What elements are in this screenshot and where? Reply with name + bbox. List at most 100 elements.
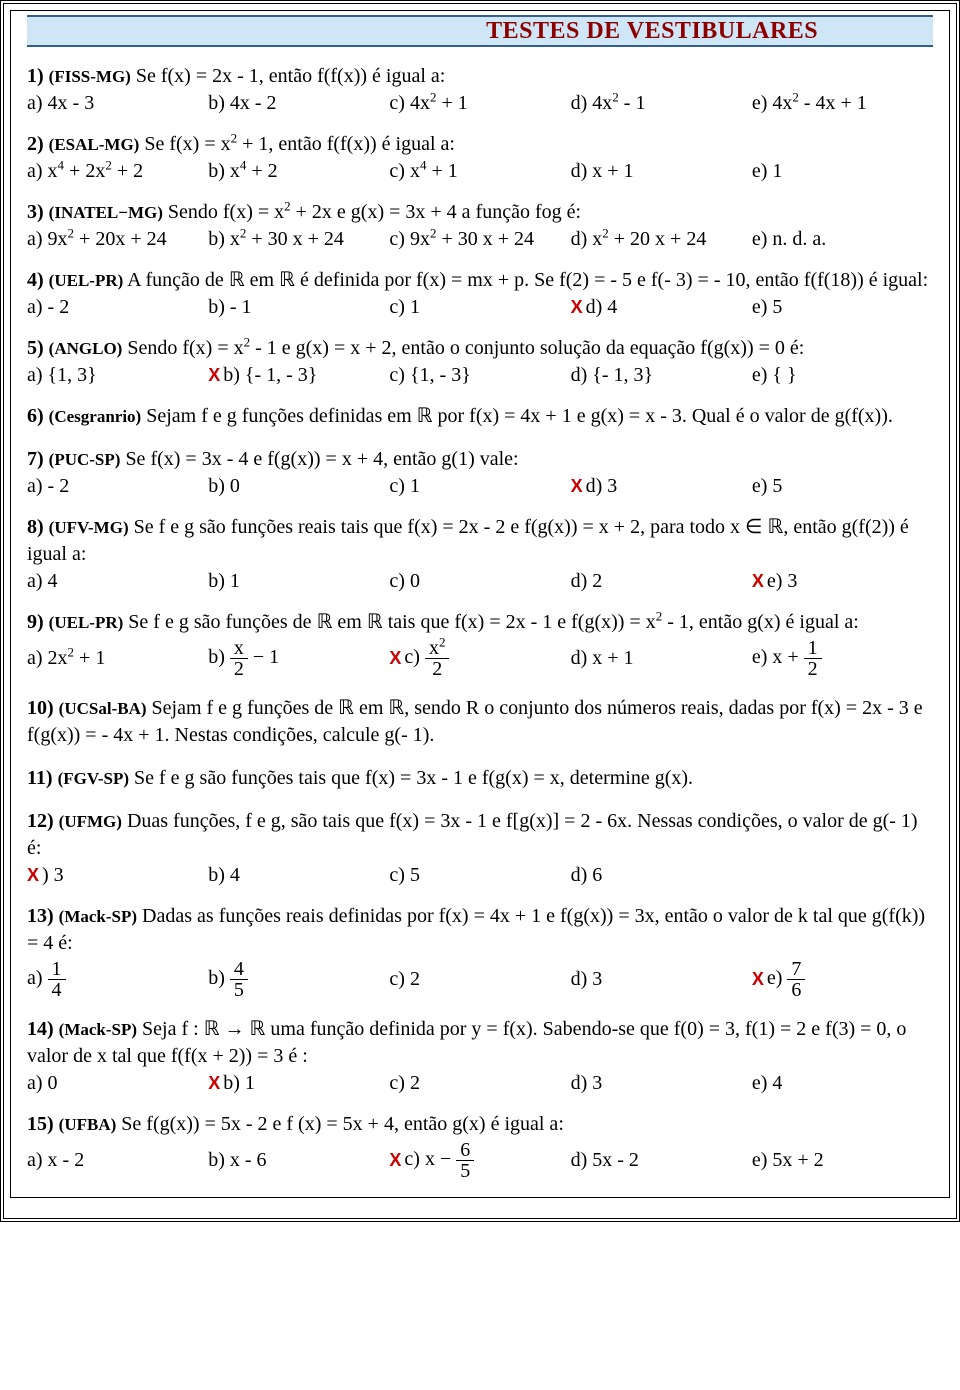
question-stem: Se f(x) = x2 + 1, então f(f(x)) é igual … [139, 133, 455, 155]
options-row: a) - 2b) - 1c) 1Xd) 4e) 5 [27, 296, 933, 319]
option: a) x - 2 [27, 1140, 208, 1181]
options-row: X) 3b) 4c) 5d) 6 [27, 864, 933, 887]
option: e) 4 [752, 1072, 933, 1095]
option: c) 1 [389, 296, 570, 319]
option: c) 9x2 + 30 x + 24 [389, 228, 570, 251]
answer-mark: X [208, 365, 220, 386]
option: d) 2 [571, 570, 752, 593]
question-source: (Mack-SP) [59, 907, 137, 926]
page-title: TESTES DE VESTIBULARES [371, 16, 933, 46]
option: b) x4 + 2 [208, 160, 389, 183]
option: Xd) 3 [571, 475, 752, 498]
question-source: (Mack-SP) [59, 1020, 137, 1039]
question: 10) (UCSal-BA) Sejam f e g funções de ℝ … [27, 695, 933, 749]
answer-mark: X [389, 1150, 401, 1171]
question-source: (UEL-PR) [49, 613, 124, 632]
option: d) 5x - 2 [571, 1140, 752, 1181]
option: Xe) 76 [752, 959, 933, 1000]
option: d) 3 [571, 959, 752, 1000]
options-row: a) 4x - 3b) 4x - 2c) 4x2 + 1d) 4x2 - 1e)… [27, 92, 933, 115]
option: e) x + 12 [752, 638, 933, 679]
option: c) x4 + 1 [389, 160, 570, 183]
option: e) 1 [752, 160, 933, 183]
question: 13) (Mack-SP) Dadas as funções reais def… [27, 903, 933, 957]
option: e) 5 [752, 296, 933, 319]
question: 11) (FGV-SP) Se f e g são funções tais q… [27, 765, 933, 792]
options-row: a) 9x2 + 20x + 24b) x2 + 30 x + 24c) 9x2… [27, 228, 933, 251]
option: X) 3 [27, 864, 208, 887]
question-source: (Cesgranrio) [49, 407, 142, 426]
question-stem: Se f(g(x)) = 5x - 2 e f (x) = 5x + 4, en… [116, 1113, 564, 1135]
option: c) 1 [389, 475, 570, 498]
option: d) x2 + 20 x + 24 [571, 228, 752, 251]
option: e) 5 [752, 475, 933, 498]
option: c) 2 [389, 959, 570, 1000]
option: Xb) {- 1, - 3} [208, 364, 389, 387]
option: b) x - 6 [208, 1140, 389, 1181]
question-source: (UFBA) [59, 1115, 117, 1134]
option: Xd) 4 [571, 296, 752, 319]
question-stem: Dadas as funções reais definidas por f(x… [27, 905, 925, 954]
option: c) 2 [389, 1072, 570, 1095]
option: a) 9x2 + 20x + 24 [27, 228, 208, 251]
question-number: 1) [27, 65, 44, 87]
option: a) - 2 [27, 475, 208, 498]
option: d) x + 1 [571, 160, 752, 183]
question-number: 5) [27, 337, 44, 359]
question-stem: Sendo f(x) = x2 + 2x e g(x) = 3x + 4 a f… [163, 201, 581, 223]
question-number: 7) [27, 448, 44, 470]
option: Xb) 1 [208, 1072, 389, 1095]
question: 7) (PUC-SP) Se f(x) = 3x - 4 e f(g(x)) =… [27, 446, 933, 473]
question-stem: Se f e g são funções tais que f(x) = 3x … [129, 767, 693, 789]
option: a) 14 [27, 959, 208, 1000]
option: a) 4 [27, 570, 208, 593]
question-stem: A função de ℝ em ℝ é definida por f(x) =… [123, 269, 928, 291]
option: c) {1, - 3} [389, 364, 570, 387]
question: 12) (UFMG) Duas funções, f e g, são tais… [27, 808, 933, 862]
question-source: (ANGLO) [49, 339, 123, 358]
question: 3) (INATEL−MG) Sendo f(x) = x2 + 2x e g(… [27, 199, 933, 226]
option: a) - 2 [27, 296, 208, 319]
question-source: (FISS-MG) [49, 67, 131, 86]
options-row: a) - 2b) 0c) 1Xd) 3e) 5 [27, 475, 933, 498]
question-stem: Se f(x) = 3x - 4 e f(g(x)) = x + 4, entã… [120, 448, 518, 470]
question-source: (FGV-SP) [58, 769, 129, 788]
question-source: (UFMG) [59, 812, 122, 831]
question-source: (INATEL−MG) [49, 203, 163, 222]
options-row: a) 2x2 + 1b) x2 − 1Xc) x22d) x + 1e) x +… [27, 638, 933, 679]
question: 14) (Mack-SP) Seja f : ℝ → ℝ uma função … [27, 1016, 933, 1070]
answer-mark: X [752, 571, 764, 592]
options-row: a) 4b) 1c) 0d) 2Xe) 3 [27, 570, 933, 593]
question: 5) (ANGLO) Sendo f(x) = x2 - 1 e g(x) = … [27, 335, 933, 362]
option: b) 1 [208, 570, 389, 593]
question-stem: Se f e g são funções de ℝ em ℝ tais que … [123, 611, 859, 633]
question-source: (UFV-MG) [49, 518, 129, 537]
question-stem: Sendo f(x) = x2 - 1 e g(x) = x + 2, entã… [122, 337, 804, 359]
option: b) 4x - 2 [208, 92, 389, 115]
question-number: 15) [27, 1113, 54, 1135]
question-number: 2) [27, 133, 44, 155]
question-number: 10) [27, 697, 54, 719]
question: 2) (ESAL-MG) Se f(x) = x2 + 1, então f(f… [27, 131, 933, 158]
option: d) {- 1, 3} [571, 364, 752, 387]
option: d) 3 [571, 1072, 752, 1095]
answer-mark: X [27, 865, 39, 886]
options-row: a) 14b) 45c) 2d) 3Xe) 76 [27, 959, 933, 1000]
question-number: 14) [27, 1018, 54, 1040]
question: 4) (UEL-PR) A função de ℝ em ℝ é definid… [27, 267, 933, 294]
option: c) 4x2 + 1 [389, 92, 570, 115]
title-bar: TESTES DE VESTIBULARES [27, 15, 933, 47]
question-source: (UEL-PR) [49, 271, 124, 290]
option: a) 0 [27, 1072, 208, 1095]
question-number: 13) [27, 905, 54, 927]
question-stem: Sejam f e g funções de ℝ em ℝ, sendo R o… [27, 697, 923, 746]
question-stem: Duas funções, f e g, são tais que f(x) =… [27, 810, 918, 859]
option: a) {1, 3} [27, 364, 208, 387]
question-stem: Seja f : ℝ → ℝ uma função definida por y… [27, 1018, 906, 1067]
options-row: a) x - 2b) x - 6Xc) x − 65d) 5x - 2e) 5x… [27, 1140, 933, 1181]
option: e) n. d. a. [752, 228, 933, 251]
option: b) x2 + 30 x + 24 [208, 228, 389, 251]
question-source: (UCSal-BA) [59, 699, 147, 718]
option: c) 5 [389, 864, 570, 887]
option: a) 2x2 + 1 [27, 638, 208, 679]
